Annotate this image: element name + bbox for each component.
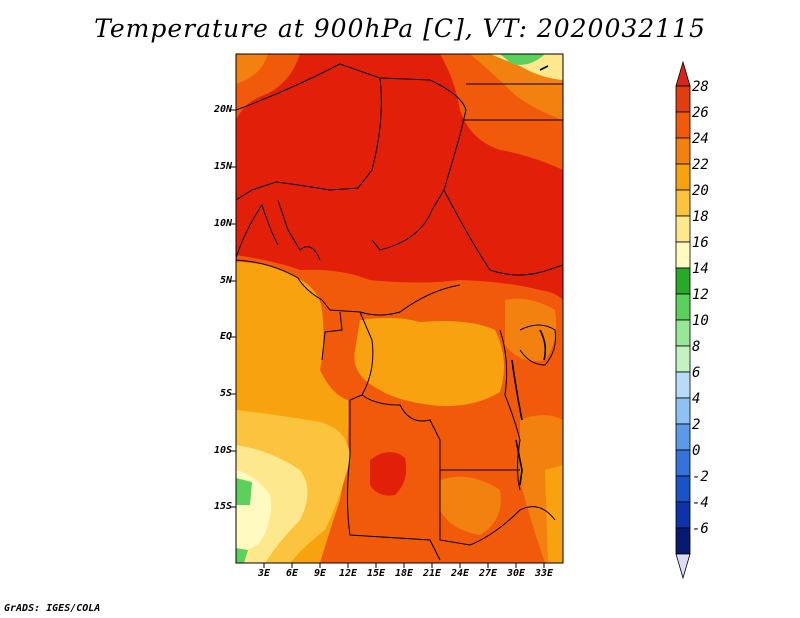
lon-label: 21E [422,568,442,579]
colorbar-bottom-arrow [675,553,691,580]
lat-label: 5N [219,275,232,286]
colorbar-label: 0 [692,443,701,459]
lat-label: 15N [213,161,232,172]
lat-label: 10N [213,218,232,229]
colorbar-swatch [675,371,691,399]
colorbar-swatch [675,137,691,165]
lat-label: 10S [213,445,232,456]
colorbar-label: 24 [692,131,709,147]
lat-label: 15S [213,501,232,512]
colorbar-swatch [675,449,691,477]
colorbar-label: 2 [692,417,701,433]
colorbar-label: 10 [692,313,709,329]
colorbar-label: 12 [692,287,709,303]
lon-label: 33E [534,568,554,579]
colorbar-swatch [675,267,691,295]
colorbar-swatch [675,345,691,373]
lon-ticks [263,563,545,568]
colorbar-label: 8 [692,339,701,355]
colorbar-label: 16 [692,235,709,251]
lon-label: 15E [366,568,386,579]
lon-label: 24E [450,568,470,579]
map-frame [235,53,564,564]
lon-label: 12E [338,568,358,579]
lon-label: 9E [313,568,327,579]
colorbar-label: 18 [692,209,709,225]
lat-ticks [231,109,236,508]
colorbar-swatch [675,475,691,503]
lake-outlines [511,65,549,486]
colorbar-swatch [675,189,691,217]
lon-label: 18E [394,568,414,579]
colorbar-top-arrow [675,60,691,87]
country-borders [236,63,563,561]
colorbar-label: 4 [692,391,701,407]
colorbar-swatch [675,527,691,555]
colorbar-label: 22 [692,157,709,173]
colorbar-label: 20 [692,183,709,199]
colorbar-label: 26 [692,105,709,121]
colorbar-swatch [675,241,691,269]
lat-label: 20N [213,104,232,115]
colorbar-swatch [675,215,691,243]
colorbar-swatch [675,85,691,113]
colorbar-swatch [675,397,691,425]
colorbar-swatch [675,293,691,321]
lat-label: EQ [219,331,232,342]
colorbar-swatch [675,163,691,191]
colorbar-swatch [675,423,691,451]
lon-label: 27E [478,568,498,579]
colorbar-label: 28 [692,79,709,95]
colorbar-label: -2 [692,469,709,485]
colorbar-label: 14 [692,261,709,277]
colorbar-swatch [675,319,691,347]
lon-label: 30E [506,568,526,579]
lat-label: 5S [219,388,232,399]
colorbar-label: -6 [692,521,709,537]
colorbar [675,60,691,580]
map-title: Temperature at 900hPa [C], VT: 202003211… [94,14,706,43]
temperature-field [236,54,563,563]
colorbar-label: 6 [692,365,701,381]
lon-label: 6E [285,568,299,579]
colorbar-label: -4 [692,495,709,511]
colorbar-swatch [675,111,691,139]
colorbar-swatch [675,501,691,529]
credit-label: GrADS: IGES/COLA [4,603,101,614]
lon-label: 3E [257,568,271,579]
